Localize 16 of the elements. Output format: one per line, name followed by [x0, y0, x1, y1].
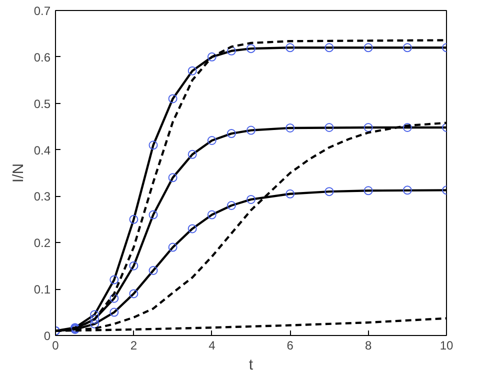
y-tick-label: 0.4: [34, 143, 51, 158]
y-axis-title: I/N: [10, 163, 27, 183]
y-tick-label: 0.5: [34, 96, 51, 111]
y-tick-label: 0.7: [34, 4, 51, 18]
y-tick-label: 0.1: [34, 282, 51, 297]
y-tick-label: 0: [44, 329, 51, 343]
y-tick-label: 0.3: [34, 190, 51, 204]
y-tick-label: 0.2: [34, 236, 51, 250]
x-axis-title: t: [248, 356, 254, 374]
x-tick-label: 4: [208, 338, 216, 352]
x-tick-label: 2: [130, 338, 138, 352]
x-tick-label: 8: [364, 338, 372, 352]
x-tick-label: 6: [286, 338, 294, 352]
x-tick-label: 0: [52, 338, 60, 352]
y-tick-label: 0.6: [34, 50, 51, 64]
x-tick-label: 10: [440, 338, 454, 352]
